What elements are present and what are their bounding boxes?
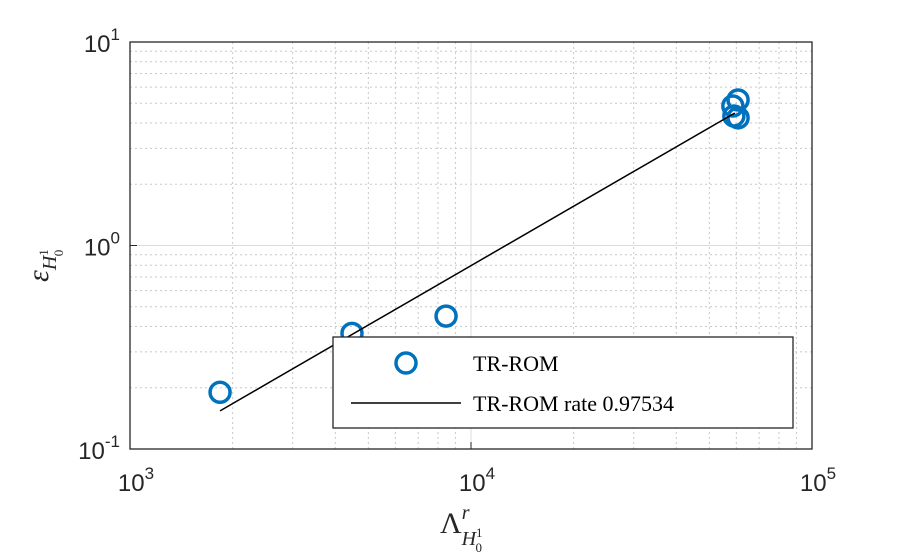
y-axis-label: εH10 — [22, 249, 66, 282]
tick-base: 10 — [800, 470, 827, 497]
legend-label: TR-ROM rate 0.97534 — [473, 391, 674, 416]
tick-base: 10 — [459, 470, 486, 497]
data-point — [721, 94, 745, 118]
label-subsub: 0 — [51, 250, 66, 257]
label-subsup: 1 — [36, 249, 51, 256]
rate-line — [219, 112, 736, 412]
label-sup: r — [462, 502, 470, 524]
x-axis-label: Λr H1 0 — [440, 502, 483, 555]
tick-label: 104 — [459, 464, 495, 497]
label-sub: H — [461, 528, 478, 550]
label-symbol: ε — [22, 270, 55, 282]
tick-base: 10 — [84, 31, 111, 58]
tick-label: 105 — [800, 464, 836, 497]
label-subsub: 0 — [476, 540, 483, 555]
label-symbol: Λ — [440, 507, 462, 540]
tick-label: 101 — [84, 25, 120, 58]
legend-label: TR-ROM — [473, 351, 559, 376]
tick-exponent: 4 — [486, 464, 495, 483]
data-point — [726, 106, 750, 130]
label-sub: H — [39, 254, 61, 271]
tick-base: 10 — [118, 470, 145, 497]
tick-exponent: 0 — [111, 229, 120, 248]
tick-exponent: 1 — [111, 25, 120, 44]
label-subsup: 1 — [476, 525, 483, 540]
tick-label: 10-1 — [78, 432, 120, 465]
tick-exponent: -1 — [105, 432, 120, 451]
data-point — [208, 380, 232, 405]
tick-exponent: 5 — [827, 464, 836, 483]
axes-box — [129, 41, 813, 450]
data-point — [434, 304, 458, 328]
tick-label: 100 — [84, 229, 120, 262]
tick-base: 10 — [84, 235, 111, 262]
tick-label: 103 — [118, 464, 154, 497]
tick-base: 10 — [78, 438, 105, 465]
data-point — [726, 88, 750, 112]
tick-exponent: 3 — [145, 464, 154, 483]
legend-swatch — [394, 351, 418, 375]
